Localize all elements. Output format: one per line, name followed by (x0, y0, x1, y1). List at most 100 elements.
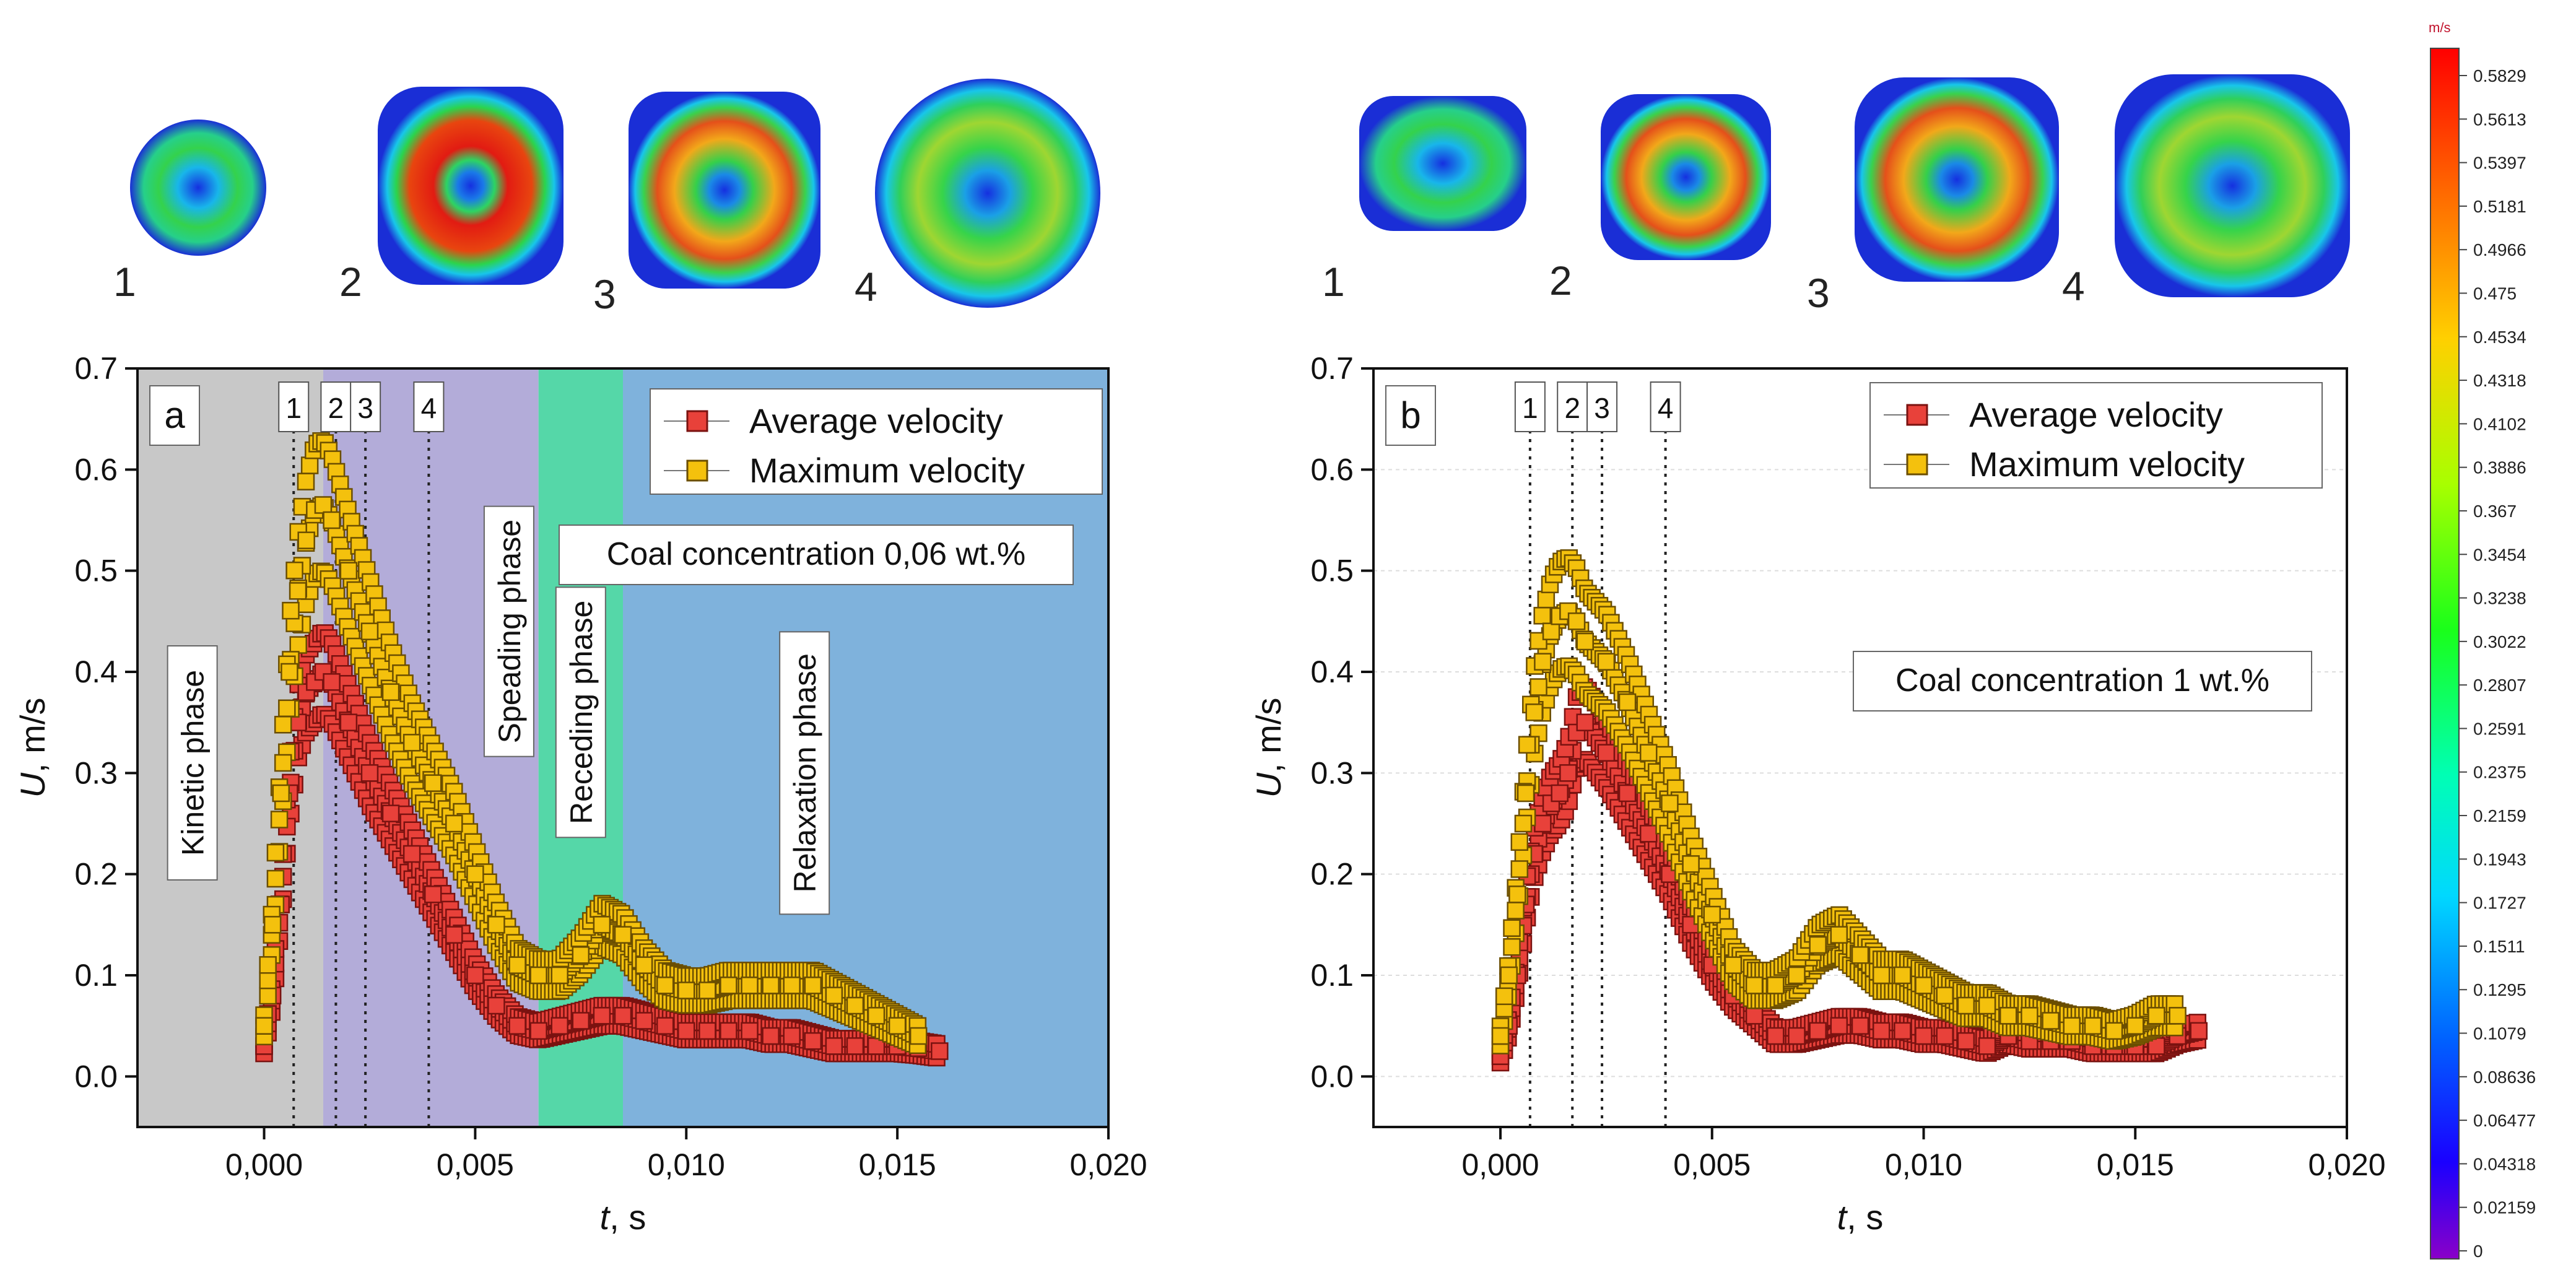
data-point (297, 472, 315, 490)
droplet-snapshot-a3: 3 (593, 92, 820, 317)
data-point-key-22 (1830, 926, 1848, 944)
data-point-key-25 (677, 1022, 695, 1040)
data-point-key-11 (381, 804, 400, 822)
y-tick-label-5: 0.5 (74, 554, 118, 588)
data-point-key-19 (550, 1017, 568, 1035)
data-point-key-34 (2084, 1017, 2102, 1035)
data-point-key-31 (804, 977, 822, 994)
phase-label-text-0: Kinetic phase (176, 670, 211, 856)
data-point-key-7 (1551, 784, 1569, 803)
data-point-key-24 (656, 1017, 674, 1035)
colorbar-tick-label-1: 0.5613 (2473, 110, 2526, 129)
data-point-key-27 (720, 1022, 738, 1040)
data-point (289, 636, 307, 654)
data-point-key-32 (825, 986, 843, 1004)
y-tick-label-7: 0.7 (1310, 351, 1354, 386)
data-point (282, 601, 300, 620)
data-point-key-16 (487, 996, 505, 1015)
colorbar-tick-label-23: 0.08636 (2473, 1068, 2536, 1087)
snapshot-label-a3: 3 (593, 271, 616, 317)
data-point-key-13 (1640, 744, 1658, 762)
x-axis-label-unit: , s (1847, 1198, 1883, 1237)
data-point-key-3 (281, 663, 298, 681)
event-marker-box-3 (413, 381, 445, 432)
data-point-key-25 (1894, 966, 1912, 985)
data-point-key-26 (698, 1022, 716, 1040)
data-point-key-13 (424, 886, 442, 903)
data-point-key-22 (614, 926, 632, 944)
data-point-key-1 (1500, 966, 1518, 985)
data-point-key-26 (1915, 977, 1933, 994)
snapshots-panel-b: 1 2 3 4 (1322, 74, 2350, 316)
colorbar-tick-label-27: 0 (2473, 1242, 2483, 1261)
data-point-key-23 (635, 1012, 653, 1030)
snapshot-label-a2: 2 (339, 259, 362, 305)
y-axis-label: U, m/s (1249, 698, 1288, 798)
data-point (274, 716, 292, 734)
x-tick-label-4: 0,020 (1069, 1147, 1147, 1182)
data-point-key-5 (297, 531, 315, 549)
colorbar-tick-label-11: 0.3454 (2473, 545, 2526, 564)
phase-label-text-2: Receding phase (564, 601, 599, 824)
data-point (270, 811, 289, 829)
data-point-key-19 (1767, 977, 1785, 994)
data-point-key-1 (263, 916, 282, 934)
x-tick-label-0: 0,000 (1461, 1147, 1539, 1182)
data-point-key-7 (314, 496, 333, 514)
y-tick-label-6: 0.6 (74, 452, 118, 487)
legend-box (1869, 382, 2323, 489)
phase-label-1: Speading phase (483, 505, 534, 757)
x-axis-label-var: t (1837, 1198, 1848, 1237)
data-point (1510, 833, 1529, 851)
data-point-key-35 (2105, 1022, 2123, 1040)
data-point-key-30 (783, 977, 801, 994)
data-point (1514, 814, 1533, 833)
data-point-key-2 (272, 784, 290, 803)
data-point-key-11 (1597, 653, 1616, 671)
legend-label-1: Maximum velocity (749, 451, 1025, 490)
data-point-key-38 (2169, 1007, 2187, 1025)
data-point-key-4 (1525, 703, 1543, 721)
data-point-key-9 (339, 713, 358, 731)
chart-panel-b: 1 2 3 4 0,000 0,005 0,010 0,015 0,020 0.0 0.1 0.2 0.… (1249, 351, 2386, 1237)
colorbar-tick-label-16: 0.2375 (2473, 763, 2526, 782)
data-point-key-3 (1516, 784, 1535, 803)
colorbar-tick-label-21: 0.1295 (2473, 980, 2526, 999)
data-point-key-30 (1999, 1007, 2017, 1025)
event-marker-box-3 (1650, 381, 1681, 432)
data-point-key-12 (402, 845, 421, 863)
y-axis-label: U, m/s (13, 698, 52, 798)
data-point-key-12 (402, 734, 421, 752)
phase-label-text-1: Speading phase (492, 520, 527, 743)
data-point-key-24 (656, 977, 674, 994)
data-point (285, 561, 303, 580)
event-marker-box-2 (1586, 381, 1618, 432)
data-point (1537, 590, 1556, 609)
data-point-key-9 (339, 562, 358, 580)
data-point-key-36 (2126, 1017, 2144, 1035)
data-point (278, 699, 296, 718)
y-tick-label-1: 0.1 (74, 958, 118, 993)
data-point (1495, 987, 1513, 1006)
data-point-key-34 (867, 1007, 886, 1025)
x-tick-label-1: 0,005 (437, 1147, 514, 1182)
data-point-key-31 (2021, 1007, 2039, 1025)
colorbar-tick-label-17: 0.2159 (2473, 806, 2526, 825)
concentration-annotation: Coal concentration 1 wt.% (1895, 663, 2269, 698)
y-tick-label-0: 0.0 (1310, 1059, 1354, 1094)
data-point-key-33 (2063, 1017, 2081, 1035)
data-point-key-0 (1491, 1027, 1510, 1045)
data-point (266, 843, 285, 862)
data-point-key-17 (508, 956, 526, 974)
legend-box (650, 388, 1103, 495)
panel-letter: a (164, 394, 185, 436)
data-point-key-21 (1809, 1022, 1827, 1040)
data-point (259, 956, 277, 974)
event-marker-label-3: 4 (421, 392, 437, 424)
data-point-key-11 (381, 683, 400, 701)
phase-label-2: Receding phase (555, 586, 606, 838)
event-marker-box-2 (350, 381, 381, 432)
data-point-key-20 (1788, 1027, 1806, 1045)
data-point (1530, 678, 1547, 696)
